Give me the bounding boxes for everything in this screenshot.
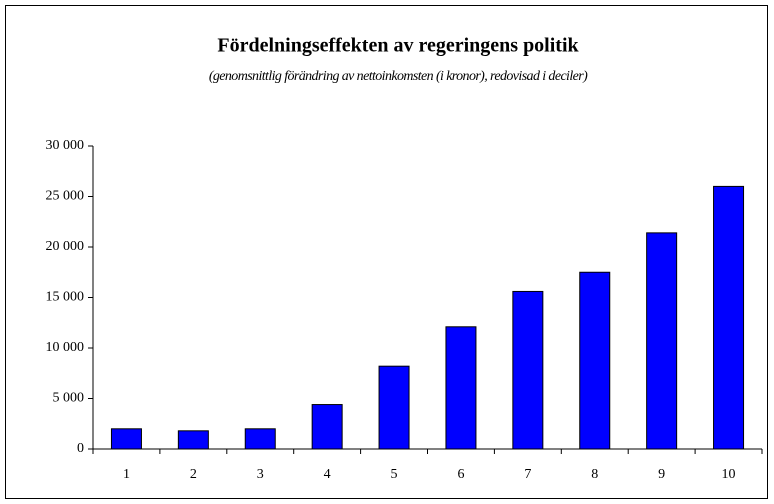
- x-tick-label: 1: [123, 467, 130, 482]
- bar: [311, 404, 343, 450]
- y-tick-label: 10 000: [46, 340, 85, 355]
- y-tick-label: 0: [77, 441, 84, 456]
- y-tick-label: 5 000: [53, 391, 85, 406]
- bar: [244, 428, 276, 450]
- x-tick-label: 7: [524, 467, 531, 482]
- y-tick-label: 20 000: [46, 239, 85, 254]
- y-tick-label: 15 000: [46, 290, 85, 305]
- chart-subtitle: (genomsnittlig förändring av nettoinkoms…: [209, 69, 588, 84]
- x-tick-label: 8: [591, 467, 598, 482]
- x-tick-label: 2: [190, 467, 197, 482]
- y-tick-label: 30 000: [46, 138, 85, 153]
- x-tick-label: 3: [257, 467, 264, 482]
- bar: [646, 232, 678, 450]
- bar: [713, 185, 745, 450]
- bar: [579, 271, 611, 450]
- y-tick-label: 25 000: [46, 189, 85, 204]
- bar: [177, 430, 209, 450]
- bar: [110, 428, 142, 450]
- bar: [378, 365, 410, 450]
- x-tick-label: 5: [391, 467, 398, 482]
- bar: [445, 326, 477, 450]
- x-tick-label: 10: [722, 467, 736, 482]
- bar: [512, 290, 544, 450]
- x-tick-label: 9: [658, 467, 665, 482]
- x-tick-label: 4: [324, 467, 331, 482]
- chart-title: Fördelningseffekten av regeringens polit…: [217, 35, 579, 57]
- x-tick-label: 6: [457, 467, 464, 482]
